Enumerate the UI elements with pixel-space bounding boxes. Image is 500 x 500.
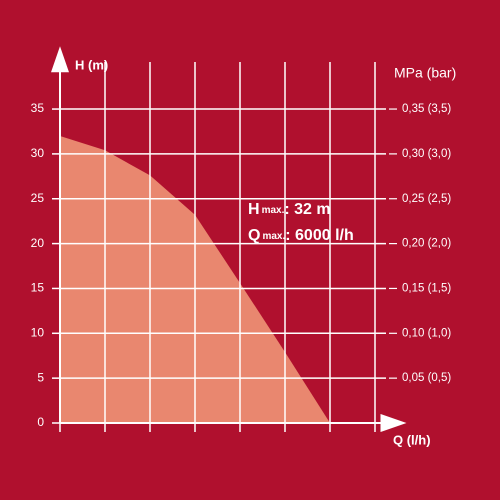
y-tick-label: 0 (37, 415, 44, 429)
y2-axis-title: MPa (bar) (394, 65, 456, 81)
y2-tick-label: 0,20 (2,0) (402, 238, 451, 250)
annotation-text: : 32 m (284, 201, 330, 218)
annotation-symbol: H (248, 201, 260, 218)
y-tick-label: 10 (31, 325, 45, 339)
y-tick-label: 5 (37, 370, 44, 384)
y-tick-label: 15 (31, 281, 45, 295)
x-axis-arrow (380, 414, 407, 432)
y-tick-label: 25 (31, 191, 45, 205)
annotation-symbol: Q (248, 227, 260, 244)
y2-tick-label: 0,05 (0,5) (402, 372, 451, 384)
y-tick-label: 30 (31, 146, 45, 160)
y2-tick-label: 0,35 (3,5) (402, 103, 451, 115)
y2-tick-label: 0,30 (3,0) (402, 148, 451, 160)
y2-tick-label: 0,25 (2,5) (402, 193, 451, 205)
plot-area: 0 5 10 15 20 25 30 35 0,05 (0,5) 0,10 (1,0) 0,15 (… (31, 46, 451, 432)
x-axis-title: Q (l/h) (393, 432, 431, 447)
annotation-text: : 6000 l/h (285, 227, 353, 244)
y2-tick-label: 0,10 (1,0) (402, 327, 451, 339)
y-tick-label: 35 (31, 101, 45, 115)
annotation-subscript: max. (262, 231, 285, 242)
y2-tick-label: 0,15 (1,5) (402, 282, 451, 294)
y-axis-title: H (m) (75, 57, 108, 72)
annotation-subscript: max. (262, 205, 285, 216)
y-tick-label: 20 (31, 236, 45, 250)
y-axis-arrow (51, 46, 69, 73)
